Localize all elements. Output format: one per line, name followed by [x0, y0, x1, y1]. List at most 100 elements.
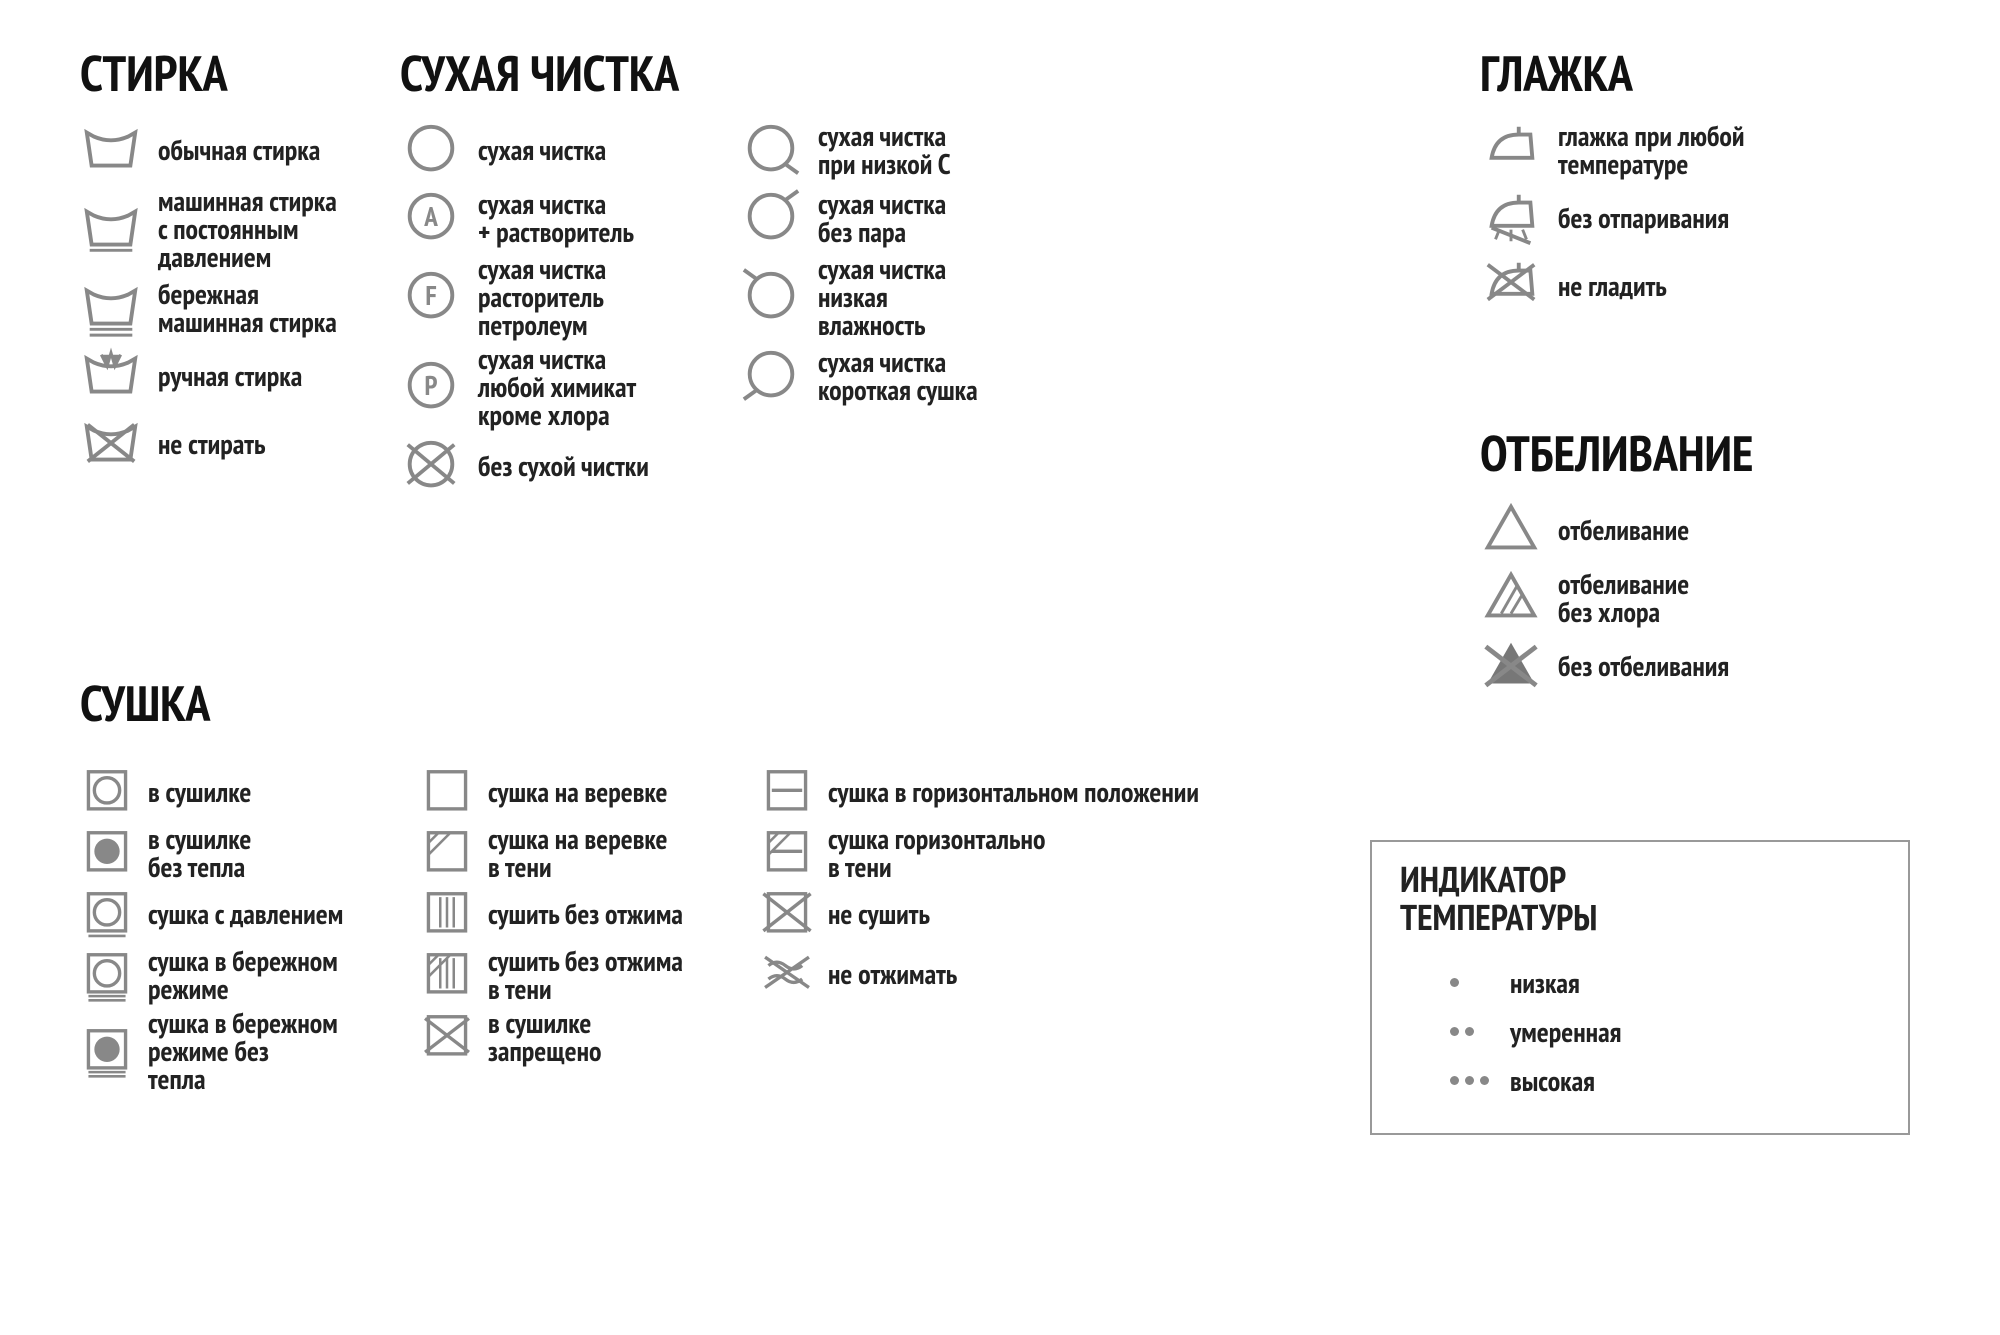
- symbol-label: отбеливание: [1558, 516, 1689, 544]
- symbol-label: в сушилке: [148, 778, 251, 806]
- symbol-row: сухая чисткалюбой химикаткроме хлора: [400, 345, 710, 429]
- symbol-label: сушка в бережномрежиме безтепла: [148, 1009, 338, 1093]
- symbol-label: отбеливаниебез хлора: [1558, 570, 1689, 626]
- sq-icon: [420, 765, 474, 819]
- symbol-label: не отжимать: [828, 960, 957, 988]
- wash-gentle-icon: [80, 277, 142, 339]
- symbol-label: сухая чистка+ растворитель: [478, 190, 634, 246]
- temp-dots: [1450, 978, 1510, 987]
- symbol-row: сушка на веревке: [420, 765, 740, 819]
- symbol-row: без отпаривания: [1480, 187, 1744, 249]
- symbol-label: сушить без отжима: [488, 900, 683, 928]
- circle-bl-icon: [740, 345, 802, 407]
- iron-no-icon: [1480, 255, 1542, 317]
- symbol-label: сушка в бережномрежиме: [148, 947, 338, 1003]
- symbol-label: без отбеливания: [1558, 652, 1729, 680]
- temp-level: умеренная: [1450, 1013, 1880, 1050]
- symbol-label: сухая чисткарасторительпетролеум: [478, 255, 606, 339]
- circle-br-icon: [740, 119, 802, 181]
- iron-title: ГЛАЖКА: [1480, 40, 1744, 105]
- symbol-row: в сушилкебез тепла: [80, 825, 400, 881]
- temp-box: ИНДИКАТОРТЕМПЕРАТУРЫ низкаяумереннаявысо…: [1370, 840, 1910, 1135]
- circle-tl-icon: [740, 266, 802, 328]
- sq-x-icon: [420, 1010, 474, 1064]
- temp-level: высокая: [1450, 1062, 1880, 1099]
- symbol-label: в сушилкебез тепла: [148, 825, 251, 881]
- symbol-row: отбеливание: [1480, 499, 1753, 561]
- dry-section: СУШКА в сушилкев сушилкебез тепласушка с…: [80, 670, 1260, 1099]
- symbol-row: сушка на веревкев тени: [420, 825, 740, 881]
- td-fill-icon: [80, 826, 134, 880]
- td-1line-icon: [80, 887, 134, 941]
- temp-label: низкая: [1510, 964, 1580, 1001]
- td-empty-icon: [80, 765, 134, 819]
- symbol-row: сухая чисткабез пара: [740, 187, 1020, 249]
- circle-icon: [400, 119, 462, 181]
- symbol-label: сушка с давлением: [148, 900, 343, 928]
- symbol-row: сушить без отжима: [420, 887, 740, 941]
- bleach-section: ОТБЕЛИВАНИЕ отбеливаниеотбеливаниебез хл…: [1480, 420, 1753, 703]
- symbol-label: сушка в горизонтальном положении: [828, 778, 1199, 806]
- symbol-row: сушка в бережномрежиме безтепла: [80, 1009, 400, 1093]
- iron-icon: [1480, 119, 1542, 181]
- symbol-row: не гладить: [1480, 255, 1744, 317]
- symbol-label: сухая чистканизкаявлажность: [818, 255, 946, 339]
- symbol-label: без сухой чистки: [478, 452, 649, 480]
- symbol-row: сухая чисткапри низкой С: [740, 119, 1020, 181]
- symbol-row: сухая чистка+ растворитель: [400, 187, 710, 249]
- symbol-row: сушка в горизонтальном положении: [760, 765, 1260, 819]
- symbol-row: в сушилке: [80, 765, 400, 819]
- symbol-label: не стирать: [158, 430, 265, 458]
- symbol-label: в сушилкезапрещено: [488, 1009, 601, 1065]
- symbol-label: сухая чисткакороткая сушка: [818, 348, 978, 404]
- wash-no-icon: [80, 413, 142, 475]
- symbol-row: сухая чисткарасторительпетролеум: [400, 255, 710, 339]
- symbol-row: машинная стиркас постояннымдавлением: [80, 187, 337, 271]
- sq-horz-icon: [760, 765, 814, 819]
- sq-no-icon: [760, 887, 814, 941]
- symbol-label: глажка при любойтемпературе: [1558, 122, 1744, 178]
- tri-no-icon: [1480, 635, 1542, 697]
- symbol-row: сухая чистканизкаявлажность: [740, 255, 1020, 339]
- circle-f-icon: [400, 266, 462, 328]
- symbol-label: сушка на веревкев тени: [488, 825, 668, 881]
- symbol-label: сухая чистка: [478, 136, 606, 164]
- sq-shade-icon: [420, 826, 474, 880]
- iron-section: ГЛАЖКА глажка при любойтемпературе без от…: [1480, 40, 1744, 323]
- temp-label: высокая: [1510, 1062, 1595, 1099]
- wash-title: СТИРКА: [80, 40, 337, 105]
- symbol-label: не гладить: [1558, 272, 1667, 300]
- symbol-label: сухая чисткабез пара: [818, 190, 946, 246]
- tri-icon: [1480, 499, 1542, 561]
- symbol-row: сушить без отжимав тени: [420, 947, 740, 1003]
- tri-lines-icon: [1480, 567, 1542, 629]
- circle-p-icon: [400, 356, 462, 418]
- symbol-row: не стирать: [80, 413, 337, 475]
- symbol-row: ручная стирка: [80, 345, 337, 407]
- symbol-label: обычная стирка: [158, 136, 320, 164]
- symbol-label: ручная стирка: [158, 362, 302, 390]
- iron-nosteam-icon: [1480, 187, 1542, 249]
- symbol-label: не сушить: [828, 900, 930, 928]
- sq-horz-shade-icon: [760, 826, 814, 880]
- dryclean-title: СУХАЯ ЧИСТКА: [400, 40, 1020, 105]
- circle-tr-icon: [740, 187, 802, 249]
- symbol-row: сухая чисткакороткая сушка: [740, 345, 1020, 407]
- symbol-label: без отпаривания: [1558, 204, 1729, 232]
- td-2line-icon: [80, 948, 134, 1002]
- wring-no-icon: [760, 947, 814, 1001]
- symbol-row: отбеливаниебез хлора: [1480, 567, 1753, 629]
- symbol-row: не сушить: [760, 887, 1260, 941]
- wash-normal-icon: [80, 119, 142, 181]
- symbol-row: без сухой чистки: [400, 435, 710, 497]
- symbol-row: бережнаямашинная стирка: [80, 277, 337, 339]
- symbol-row: сушка в бережномрежиме: [80, 947, 400, 1003]
- symbol-label: бережнаямашинная стирка: [158, 280, 337, 336]
- symbol-label: сушить без отжимав тени: [488, 947, 683, 1003]
- wash-hand-icon: [80, 345, 142, 407]
- temp-dots: [1450, 1076, 1510, 1085]
- symbol-row: без отбеливания: [1480, 635, 1753, 697]
- td-2line-fill-icon: [80, 1024, 134, 1078]
- symbol-row: сухая чистка: [400, 119, 710, 181]
- symbol-row: сушка с давлением: [80, 887, 400, 941]
